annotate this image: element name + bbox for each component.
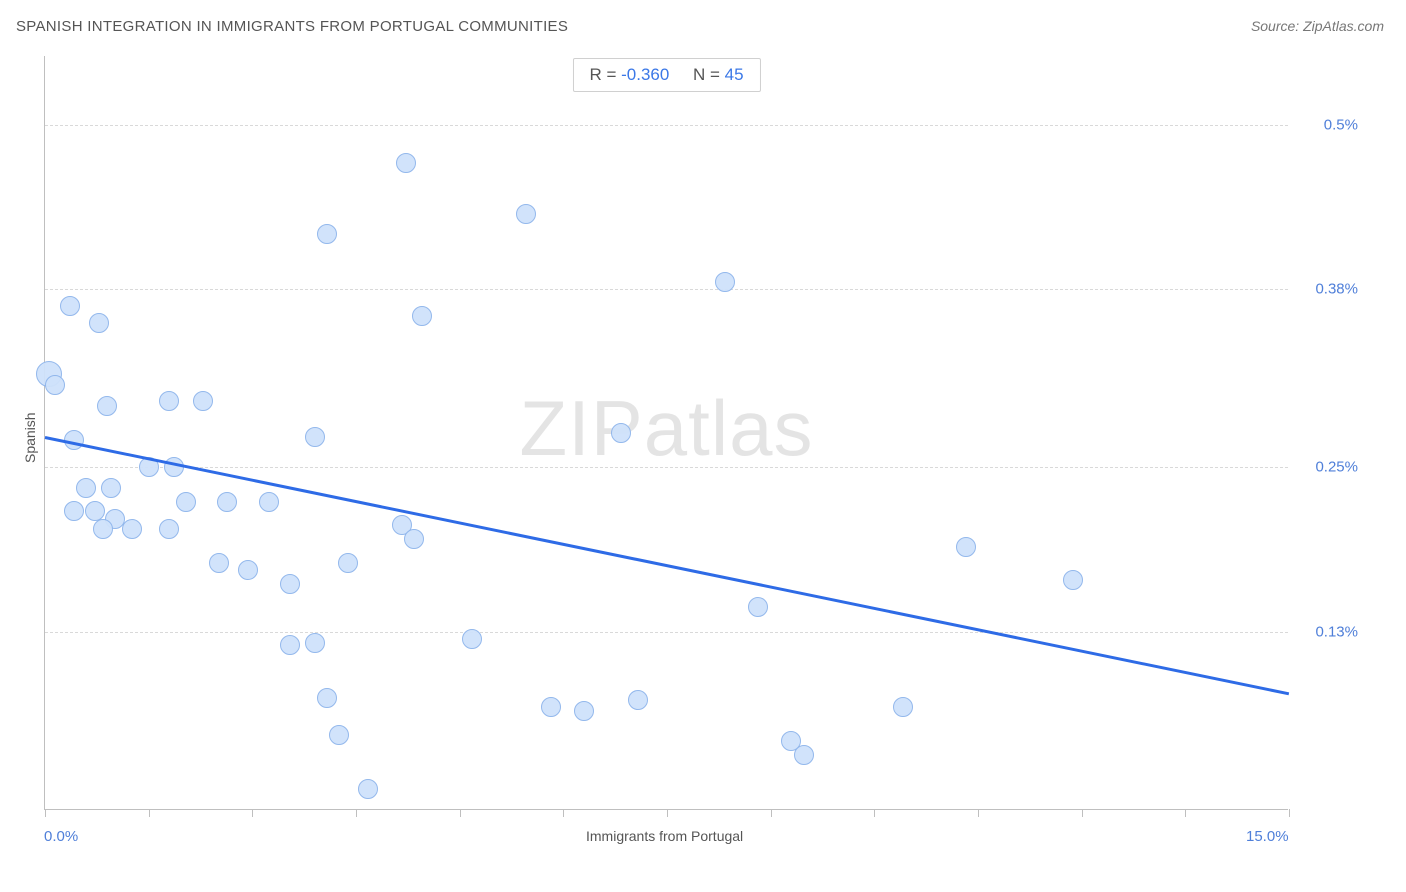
x-tick [1289, 809, 1290, 817]
scatter-point [574, 701, 594, 721]
chart-title: SPANISH INTEGRATION IN IMMIGRANTS FROM P… [16, 18, 568, 35]
stat-n-label: N = [693, 65, 725, 84]
y-axis-label: Spanish [22, 412, 38, 463]
y-tick-label: 0.38% [1298, 281, 1358, 298]
x-tick [771, 809, 772, 817]
scatter-point [193, 391, 213, 411]
scatter-point [64, 501, 84, 521]
gridline [45, 125, 1288, 126]
scatter-point [89, 313, 109, 333]
trend-line [45, 436, 1290, 695]
scatter-point [1063, 570, 1083, 590]
scatter-point [45, 375, 65, 395]
x-tick [45, 809, 46, 817]
x-tick [252, 809, 253, 817]
scatter-point [60, 296, 80, 316]
scatter-point [893, 697, 913, 717]
scatter-point [176, 492, 196, 512]
scatter-point [628, 690, 648, 710]
scatter-point [305, 633, 325, 653]
scatter-point [317, 224, 337, 244]
stats-box: R = -0.360 N = 45 [572, 58, 760, 92]
y-tick-label: 0.13% [1298, 623, 1358, 640]
scatter-point [329, 725, 349, 745]
stat-n-value: 45 [725, 65, 744, 84]
source-credit: Source: ZipAtlas.com [1251, 18, 1384, 34]
scatter-point [794, 745, 814, 765]
scatter-point [338, 553, 358, 573]
scatter-point [358, 779, 378, 799]
scatter-point [159, 519, 179, 539]
scatter-point [93, 519, 113, 539]
scatter-point [462, 629, 482, 649]
scatter-point [280, 635, 300, 655]
gridline [45, 289, 1288, 290]
x-tick [1185, 809, 1186, 817]
watermark: ZIPatlas [519, 382, 813, 473]
stat-r-label: R = [589, 65, 621, 84]
scatter-point [122, 519, 142, 539]
scatter-point [217, 492, 237, 512]
stat-r-value: -0.360 [621, 65, 669, 84]
x-max-label: 15.0% [1246, 828, 1289, 845]
scatter-point [715, 272, 735, 292]
x-axis-label: Immigrants from Portugal [586, 828, 743, 844]
scatter-point [209, 553, 229, 573]
gridline [45, 467, 1288, 468]
scatter-point [280, 574, 300, 594]
scatter-point [305, 427, 325, 447]
scatter-point [404, 529, 424, 549]
scatter-point [101, 478, 121, 498]
y-tick-label: 0.5% [1298, 116, 1358, 133]
chart-container: SPANISH INTEGRATION IN IMMIGRANTS FROM P… [0, 0, 1406, 892]
x-tick [460, 809, 461, 817]
x-tick [149, 809, 150, 817]
y-tick-label: 0.25% [1298, 459, 1358, 476]
x-min-label: 0.0% [44, 828, 78, 845]
scatter-point [541, 697, 561, 717]
x-tick [978, 809, 979, 817]
x-tick [874, 809, 875, 817]
scatter-point [317, 688, 337, 708]
scatter-point [611, 423, 631, 443]
x-tick [1082, 809, 1083, 817]
scatter-point [238, 560, 258, 580]
x-tick [563, 809, 564, 817]
scatter-point [956, 537, 976, 557]
x-tick [667, 809, 668, 817]
gridline [45, 632, 1288, 633]
scatter-point [97, 396, 117, 416]
scatter-point [516, 204, 536, 224]
scatter-point [412, 306, 432, 326]
scatter-point [159, 391, 179, 411]
x-tick [356, 809, 357, 817]
scatter-point [259, 492, 279, 512]
watermark-light: atlas [644, 383, 814, 471]
scatter-point [76, 478, 96, 498]
plot-area: ZIPatlas R = -0.360 N = 45 0.13%0.25%0.3… [44, 56, 1288, 810]
scatter-point [748, 597, 768, 617]
scatter-point [396, 153, 416, 173]
